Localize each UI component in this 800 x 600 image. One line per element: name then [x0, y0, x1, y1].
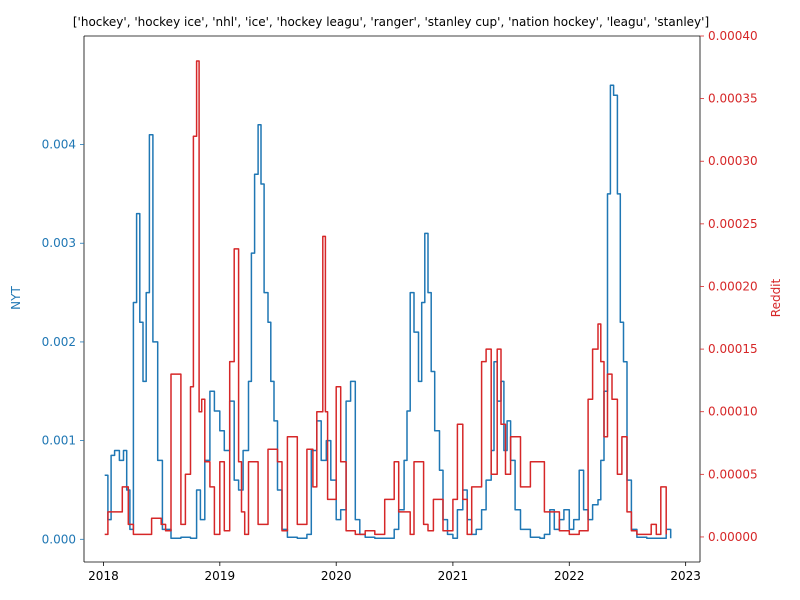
y-right-tick-label: 0.00025: [708, 217, 758, 231]
y-right-tick-label: 0.00020: [708, 279, 758, 293]
series-line-nyt: [104, 84, 672, 540]
y-left-tick-label: 0.001: [42, 434, 76, 448]
chart-title: ['hockey', 'hockey ice', 'nhl', 'ice', '…: [73, 15, 709, 29]
y-right-tick-label: 0.00040: [708, 29, 758, 43]
y-left-tick-label: 0.002: [42, 335, 76, 349]
y-right-tick-label: 0.00005: [708, 467, 758, 481]
axes-layer: 2018 2019 2020 2021 2022 2023 0.000 0.001 0.002 0…: [42, 29, 758, 583]
y-left-tick-label: 0.003: [42, 236, 76, 250]
y-right-tick-label: 0.00010: [708, 405, 758, 419]
y-right-tick-label: 0.00035: [708, 92, 758, 106]
plot-layer: [104, 60, 672, 540]
x-tick-label: 2019: [205, 569, 236, 583]
y-left-label: NYT: [9, 286, 23, 310]
y-right-label: Reddit: [769, 278, 783, 317]
x-tick-label: 2023: [670, 569, 701, 583]
y-right-tick-label: 0.00015: [708, 342, 758, 356]
series-line-reddit: [104, 60, 667, 536]
y-left-tick-label: 0.000: [42, 532, 76, 546]
y-right-tick-label: 0.00030: [708, 154, 758, 168]
y-left-tick-label: 0.004: [42, 138, 76, 152]
x-tick-label: 2020: [321, 569, 352, 583]
x-tick-label: 2022: [554, 569, 585, 583]
x-tick-label: 2021: [438, 569, 469, 583]
y-right-tick-label: 0.00000: [708, 530, 758, 544]
x-tick-label: 2018: [88, 569, 119, 583]
